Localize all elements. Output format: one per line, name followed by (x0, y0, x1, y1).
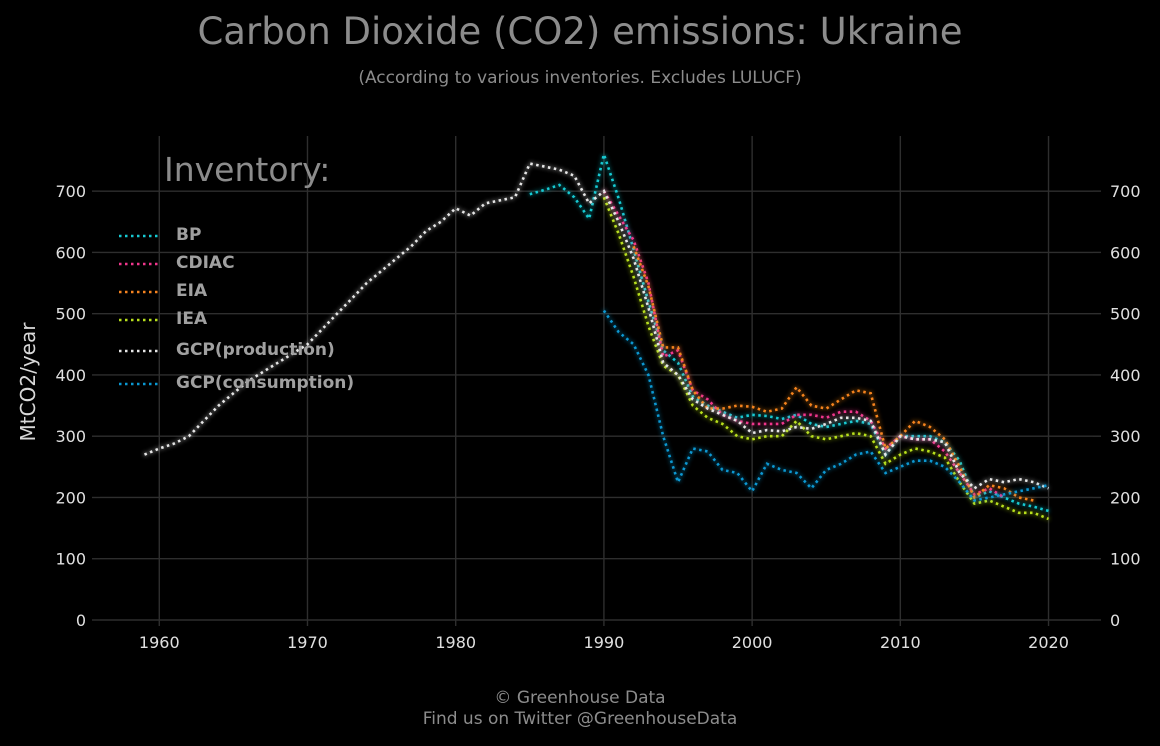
y-tick-label-right: 400 (1110, 366, 1141, 385)
y-tick-label-right: 300 (1110, 427, 1141, 446)
x-tick-label: 2000 (732, 633, 773, 652)
series-lines (144, 149, 1049, 521)
legend-swatch (119, 290, 160, 294)
y-tick-label-right: 700 (1110, 182, 1141, 201)
legend-item-bp: BP (118, 225, 418, 253)
chart-subtitle: (According to various inventories. Exclu… (358, 68, 802, 88)
y-tick-label: 500 (55, 305, 86, 324)
footer-copyright: © Greenhouse Data (494, 688, 666, 708)
legend-swatch (119, 262, 160, 266)
legend-item-gcp-consumption: GCP(consumption) (118, 373, 418, 401)
y-tick-label-right: 600 (1110, 243, 1141, 262)
footer: © Greenhouse Data Find us on Twitter @Gr… (0, 688, 1160, 730)
legend-swatch (119, 349, 160, 353)
x-tick-label: 1980 (435, 633, 476, 652)
legend-label: GCP(production) (176, 340, 335, 360)
legend-label: CDIAC (176, 253, 235, 273)
legend-item-iea: IEA (118, 309, 418, 337)
legend-label: BP (176, 225, 202, 245)
axes: 1960 1970 1980 1990 2000 2010 2020 0 0 100 100 200 2… (55, 182, 1140, 652)
y-tick-label: 700 (55, 182, 86, 201)
y-tick-label: 600 (55, 243, 86, 262)
y-tick-label-right: 500 (1110, 305, 1141, 324)
series-line-gcp-consumption (602, 309, 1049, 502)
x-tick-label: 1960 (139, 633, 180, 652)
y-tick-label-right: 0 (1110, 611, 1120, 630)
legend-swatch (119, 382, 160, 386)
y-tick-label: 300 (55, 427, 86, 446)
chart-title: Carbon Dioxide (CO2) emissions: Ukraine (197, 10, 963, 53)
grid (100, 136, 1093, 621)
x-tick-label: 1970 (287, 633, 328, 652)
legend-label: EIA (176, 281, 208, 301)
series-line-bp (529, 149, 1049, 513)
legend-item-eia: EIA (118, 281, 418, 309)
series-line-iea (602, 196, 1049, 521)
x-tick-label: 2020 (1028, 633, 1069, 652)
legend-label: GCP(consumption) (176, 373, 355, 393)
y-tick-label: 0 (76, 611, 86, 630)
x-tick-label: 1990 (584, 633, 625, 652)
footer-twitter: Find us on Twitter @GreenhouseData (422, 709, 738, 729)
legend-title: Inventory: (164, 150, 331, 189)
y-tick-label: 400 (55, 366, 86, 385)
legend-label: IEA (176, 309, 208, 329)
y-tick-label-right: 200 (1110, 488, 1141, 507)
x-tick-label: 2010 (880, 633, 921, 652)
y-tick-label: 100 (55, 550, 86, 569)
series-line-cdiac (602, 190, 1005, 499)
y-tick-label-right: 100 (1110, 550, 1141, 569)
legend-item-gcp-production: GCP(production) (118, 340, 418, 368)
legend-swatch (119, 234, 160, 238)
legend-item-cdiac: CDIAC (118, 253, 418, 281)
y-tick-label: 200 (55, 488, 86, 507)
legend-swatch (119, 318, 160, 322)
series-line-eia (632, 245, 1034, 502)
